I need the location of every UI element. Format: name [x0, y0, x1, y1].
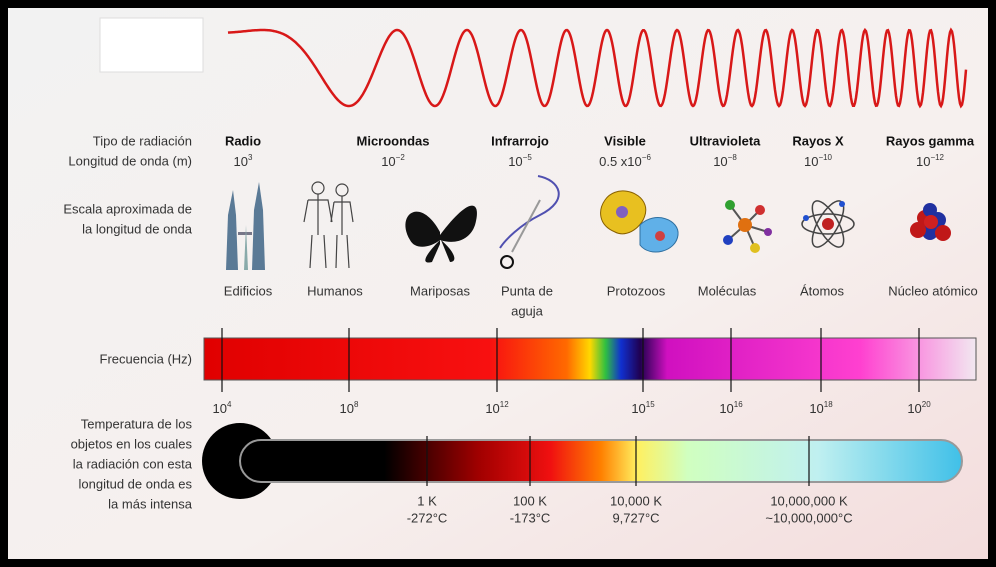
row-label: la longitud de onda — [82, 221, 193, 236]
object-label: Moléculas — [698, 283, 757, 298]
exponent: 3 — [248, 153, 253, 162]
kelvin-label: 10,000 K — [610, 493, 662, 508]
object-label: Edificios — [224, 283, 273, 298]
row-label: Longitud de onda (m) — [68, 153, 192, 168]
row-label: Escala aproximada de — [63, 201, 192, 216]
base: 10 — [809, 401, 823, 416]
exponent: −6 — [642, 153, 652, 162]
radiation-name: Visible — [604, 133, 646, 148]
object-label: Punta de — [501, 283, 553, 298]
base: 10 — [485, 401, 499, 416]
exponent: 15 — [646, 400, 655, 409]
blank-box — [100, 18, 203, 72]
kelvin-label: 1 K — [417, 493, 437, 508]
row-label: Frecuencia (Hz) — [100, 351, 192, 366]
celsius-label: ~10,000,000°C — [765, 510, 852, 525]
base: 10 — [713, 154, 727, 169]
row-label: longitud de onda es — [79, 476, 193, 491]
object-label: Núcleo atómico — [888, 283, 978, 298]
exponent: −8 — [728, 153, 738, 162]
object-label: Mariposas — [410, 283, 470, 298]
row-label: Temperatura de los — [81, 416, 193, 431]
frequency-bar — [204, 338, 976, 380]
kelvin-label: 100 K — [513, 493, 547, 508]
base: 10 — [381, 154, 395, 169]
object-label: Átomos — [800, 283, 845, 298]
row-label: la más intensa — [108, 496, 193, 511]
exponent: −2 — [396, 153, 406, 162]
radiation-name: Rayos gamma — [886, 133, 975, 148]
base: 10 — [916, 154, 930, 169]
exponent: 4 — [227, 400, 232, 409]
exponent: 20 — [922, 400, 931, 409]
radiation-name: Radio — [225, 133, 261, 148]
radiation-name: Infrarrojo — [491, 133, 549, 148]
exponent: 16 — [734, 400, 743, 409]
exponent: −5 — [523, 153, 533, 162]
base: 0.5 x10 — [599, 154, 642, 169]
row-label: objetos en los cuales — [71, 436, 193, 451]
celsius-label: -272°C — [407, 510, 448, 525]
exponent: −12 — [930, 153, 944, 162]
base: 10 — [508, 154, 522, 169]
radiation-name: Ultravioleta — [690, 133, 762, 148]
object-label: Humanos — [307, 283, 363, 298]
exponent: 12 — [500, 400, 509, 409]
celsius-label: 9,727°C — [612, 510, 659, 525]
base: 10 — [907, 401, 921, 416]
exponent: 8 — [354, 400, 359, 409]
kelvin-label: 10,000,000 K — [770, 493, 848, 508]
thermometer-tube — [240, 440, 962, 482]
row-label: la radiación con esta — [73, 456, 193, 471]
row-label: Tipo de radiación — [93, 133, 192, 148]
base: 10 — [631, 401, 645, 416]
base: 10 — [804, 154, 818, 169]
exponent: 18 — [824, 400, 833, 409]
celsius-label: -173°C — [510, 510, 551, 525]
base: 10 — [719, 401, 733, 416]
base: 10 — [340, 401, 354, 416]
radiation-name: Microondas — [357, 133, 430, 148]
base: 10 — [213, 401, 227, 416]
object-label: aguja — [511, 303, 544, 318]
base: 10 — [234, 154, 248, 169]
radiation-name: Rayos X — [792, 133, 844, 148]
exponent: −10 — [818, 153, 832, 162]
object-label: Protozoos — [607, 283, 666, 298]
spectrum-diagram: Tipo de radiación Longitud de onda (m) E… — [0, 0, 996, 567]
